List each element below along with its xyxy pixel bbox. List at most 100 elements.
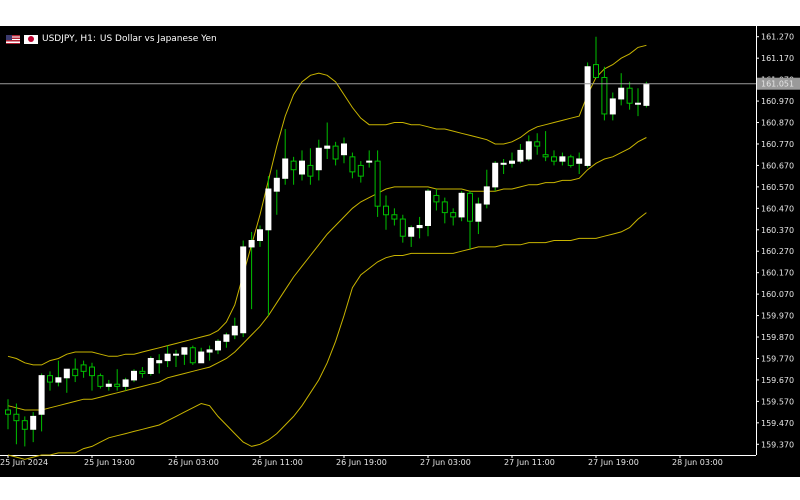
candle-body[interactable]: [215, 340, 221, 351]
candle-body[interactable]: [349, 156, 356, 173]
candle-body[interactable]: [21, 420, 28, 430]
candle-body[interactable]: [500, 162, 507, 165]
candle-body[interactable]: [223, 334, 230, 342]
candle-body[interactable]: [618, 87, 625, 100]
candle-body[interactable]: [38, 375, 45, 415]
time-tick-label: 25 Jun 2024: [0, 458, 48, 467]
candle-body[interactable]: [525, 141, 532, 160]
candle-body[interactable]: [231, 325, 238, 336]
candle-body[interactable]: [147, 357, 154, 374]
candle-body[interactable]: [189, 347, 196, 364]
candle-body[interactable]: [341, 143, 347, 156]
candle-body[interactable]: [139, 370, 146, 374]
candle-body[interactable]: [156, 360, 163, 364]
candle-body[interactable]: [282, 158, 289, 179]
candle-body[interactable]: [635, 102, 641, 105]
bollinger-lower-line: [7, 212, 647, 460]
chart-header: USDJPY, H1: US Dollar vs Japanese Yen: [6, 32, 217, 46]
candle-body[interactable]: [492, 162, 499, 188]
candle-body[interactable]: [164, 353, 171, 362]
candle-body[interactable]: [643, 83, 650, 106]
price-tick-label: 159.470: [761, 419, 794, 428]
candle-body[interactable]: [290, 160, 297, 171]
candle-body[interactable]: [131, 370, 137, 381]
candle-body[interactable]: [383, 205, 389, 216]
price-tick-label: 160.370: [761, 226, 794, 235]
symbol-description: US Dollar vs Japanese Yen: [99, 34, 217, 44]
candle-body[interactable]: [63, 368, 70, 379]
candle-body[interactable]: [366, 160, 373, 163]
candle-body[interactable]: [30, 415, 37, 430]
candle-body[interactable]: [517, 149, 524, 162]
candle-body[interactable]: [324, 145, 331, 149]
candle-body[interactable]: [483, 186, 490, 205]
candle-body[interactable]: [450, 212, 457, 218]
candle-body[interactable]: [72, 368, 79, 377]
candle-body[interactable]: [105, 383, 112, 387]
candle-body[interactable]: [467, 192, 473, 222]
candle-body[interactable]: [47, 375, 53, 383]
price-tick-label: 161.270: [761, 33, 794, 42]
candle-body[interactable]: [89, 366, 95, 377]
candle-body[interactable]: [97, 375, 104, 387]
candle-body[interactable]: [609, 98, 616, 115]
time-tick-label: 28 Jun 03:00: [672, 458, 723, 467]
candle-body[interactable]: [509, 160, 515, 164]
candle-body[interactable]: [265, 188, 272, 231]
chart-window[interactable]: 161.270161.170161.070160.970160.870160.7…: [0, 26, 800, 477]
candle-body[interactable]: [315, 147, 322, 171]
candle-body[interactable]: [391, 214, 398, 220]
candle-body[interactable]: [173, 353, 179, 356]
time-tick-label: 26 Jun 03:00: [168, 458, 219, 467]
candle-body[interactable]: [551, 156, 557, 162]
candle-body[interactable]: [433, 194, 440, 203]
candle-body[interactable]: [13, 413, 20, 422]
candle-body[interactable]: [593, 64, 599, 78]
candle-body[interactable]: [240, 246, 247, 334]
candle-body[interactable]: [425, 190, 431, 226]
candle-body[interactable]: [576, 158, 583, 164]
price-tick-label: 159.370: [761, 440, 794, 449]
candle-body[interactable]: [626, 87, 633, 104]
candle-body[interactable]: [299, 160, 305, 175]
candle-body[interactable]: [559, 156, 566, 162]
candle-body[interactable]: [408, 227, 415, 237]
candle-body[interactable]: [584, 66, 591, 166]
candle-body[interactable]: [80, 364, 87, 372]
price-tick-label: 160.870: [761, 119, 794, 128]
candle-body[interactable]: [55, 377, 62, 383]
current-price-label-bg: [757, 77, 800, 90]
jp-flag-icon: [24, 34, 38, 44]
candle-body[interactable]: [534, 141, 541, 147]
candle-body[interactable]: [475, 203, 482, 222]
candle-body[interactable]: [567, 156, 574, 166]
candle-body[interactable]: [416, 224, 423, 229]
candle-body[interactable]: [5, 409, 11, 415]
candle-body[interactable]: [206, 349, 213, 353]
candle-body[interactable]: [374, 160, 381, 207]
price-tick-label: 160.770: [761, 140, 794, 149]
candle-body[interactable]: [357, 164, 364, 177]
time-tick-label: 25 Jun 19:00: [84, 458, 135, 467]
candle-body[interactable]: [601, 76, 608, 115]
candle-body[interactable]: [248, 240, 255, 248]
price-tick-label: 160.170: [761, 269, 794, 278]
price-tick-label: 159.770: [761, 354, 794, 363]
candle-body[interactable]: [257, 229, 263, 241]
candle-body[interactable]: [542, 154, 549, 158]
candle-body[interactable]: [441, 201, 448, 214]
candle-body[interactable]: [458, 192, 465, 218]
bollinger-middle-line: [7, 137, 647, 411]
price-tick-label: 159.970: [761, 312, 794, 321]
candle-body[interactable]: [399, 218, 406, 237]
candle-body[interactable]: [122, 379, 129, 387]
candle-body[interactable]: [273, 177, 280, 192]
candle-body[interactable]: [307, 164, 314, 177]
candle-body[interactable]: [198, 351, 205, 364]
candle-body[interactable]: [181, 347, 188, 355]
price-chart[interactable]: 161.270161.170161.070160.970160.870160.7…: [0, 26, 800, 477]
candle-body[interactable]: [332, 145, 339, 160]
candle-body[interactable]: [114, 383, 121, 387]
price-tick-label: 159.670: [761, 376, 794, 385]
symbol-label: USDJPY, H1:: [42, 34, 96, 44]
